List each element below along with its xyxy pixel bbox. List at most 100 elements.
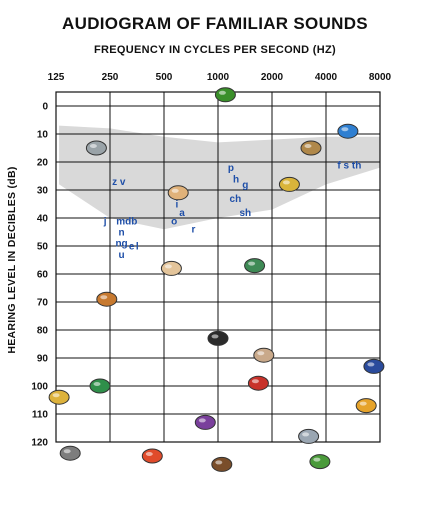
sound-marker (309, 454, 331, 470)
sound-marker-highlight (145, 452, 153, 456)
sound-marker-body (300, 140, 322, 156)
y-tick-label: 80 (37, 326, 49, 337)
sound-marker-highlight (52, 393, 60, 398)
sound-marker-body (211, 456, 233, 472)
speech-sound-label: h (233, 174, 239, 185)
sound-marker (59, 445, 81, 461)
sound-marker (160, 260, 182, 276)
sound-marker-body (247, 375, 269, 391)
sound-marker (194, 414, 216, 430)
sound-marker (85, 140, 107, 156)
y-tick-label: 100 (31, 382, 48, 393)
sound-marker (247, 375, 269, 391)
speech-sound-label: e (129, 242, 135, 253)
y-tick-label: 20 (37, 158, 49, 169)
sound-marker-body (89, 378, 111, 394)
sound-marker-body (207, 330, 229, 346)
speech-banana-region (59, 125, 380, 230)
sound-marker (167, 185, 189, 201)
speech-sound-label: a (179, 208, 185, 219)
sound-marker-highlight (248, 261, 256, 266)
speech-sound-label: sh (239, 208, 251, 219)
sound-marker-highlight (211, 334, 219, 339)
sound-marker-highlight (218, 90, 226, 95)
sound-marker-body (141, 448, 163, 464)
x-tick-label: 1000 (207, 72, 230, 83)
y-tick-label: 110 (32, 410, 49, 421)
sound-marker (253, 347, 275, 363)
speech-sound-label: p (228, 163, 234, 174)
sound-marker (278, 176, 300, 192)
sound-marker-body (214, 87, 236, 103)
sound-marker-highlight (257, 351, 265, 356)
speech-sound-label: ng (115, 239, 127, 250)
x-tick-label: 4000 (315, 72, 338, 83)
sound-marker-body (298, 428, 320, 444)
sound-marker-highlight (304, 144, 312, 148)
speech-sound-label: n (119, 228, 125, 239)
speech-sound-label: r (192, 225, 196, 236)
sound-marker (355, 398, 377, 414)
speech-sound-label: ch (230, 194, 242, 205)
speech-sound-label: j (103, 216, 107, 227)
sound-marker-highlight (93, 382, 101, 386)
sound-marker-highlight (164, 264, 172, 269)
sound-marker (96, 291, 118, 307)
sound-marker-body (160, 260, 182, 276)
x-tick-label: 125 (48, 72, 65, 83)
chart-title: AUDIOGRAM OF FAMILIAR SOUNDS (62, 14, 368, 33)
sound-marker-body (363, 358, 385, 374)
sound-marker-highlight (251, 379, 259, 384)
sound-marker (363, 358, 385, 374)
sound-marker (207, 330, 229, 346)
sound-marker-highlight (367, 362, 375, 367)
sound-marker-body (85, 140, 107, 156)
sound-marker-highlight (215, 460, 223, 465)
sound-marker-highlight (63, 449, 71, 454)
sound-marker (298, 428, 320, 444)
sound-marker-highlight (89, 144, 97, 148)
sound-marker-highlight (198, 418, 206, 423)
sound-marker (48, 389, 70, 405)
sound-marker-body (194, 414, 216, 430)
y-tick-label: 120 (31, 438, 48, 449)
speech-sound-label: i (176, 200, 179, 211)
sound-marker-body (309, 454, 331, 470)
sound-marker-highlight (359, 401, 367, 406)
sound-marker-highlight (100, 295, 108, 300)
x-tick-label: 250 (102, 72, 119, 83)
sound-marker (211, 456, 233, 472)
speech-sound-label: g (242, 180, 248, 191)
sound-marker-highlight (171, 188, 179, 193)
x-axis-title: FREQUENCY IN CYCLES PER SECOND (HZ) (94, 44, 336, 56)
sound-marker-body (96, 291, 118, 307)
sound-marker (214, 87, 236, 103)
speech-sound-label: z v (112, 177, 126, 188)
sound-marker-body (253, 347, 275, 363)
sound-marker (244, 258, 266, 274)
speech-sound-label: o (171, 216, 177, 227)
y-tick-label: 30 (37, 186, 49, 197)
sound-marker (89, 378, 111, 394)
sound-marker (300, 140, 322, 156)
sound-marker-body (278, 176, 300, 192)
y-tick-label: 90 (37, 354, 49, 365)
y-tick-label: 60 (37, 270, 49, 281)
sound-marker (141, 448, 163, 464)
sound-marker-highlight (341, 127, 349, 132)
speech-sound-label: f s th (337, 160, 361, 171)
x-tick-label: 500 (156, 72, 173, 83)
sound-marker-body (48, 389, 70, 405)
y-tick-label: 10 (37, 130, 49, 141)
sound-marker-highlight (313, 457, 321, 462)
x-tick-label: 2000 (261, 72, 284, 83)
sound-marker-highlight (282, 180, 290, 185)
sound-marker-highlight (302, 432, 310, 437)
y-tick-label: 70 (37, 298, 49, 309)
sound-marker-body (244, 258, 266, 274)
speech-sound-label: u (119, 250, 125, 261)
y-tick-label: 40 (37, 214, 49, 225)
speech-sound-label: l (136, 242, 139, 253)
sound-marker-body (337, 123, 359, 139)
y-tick-label: 50 (37, 242, 49, 253)
